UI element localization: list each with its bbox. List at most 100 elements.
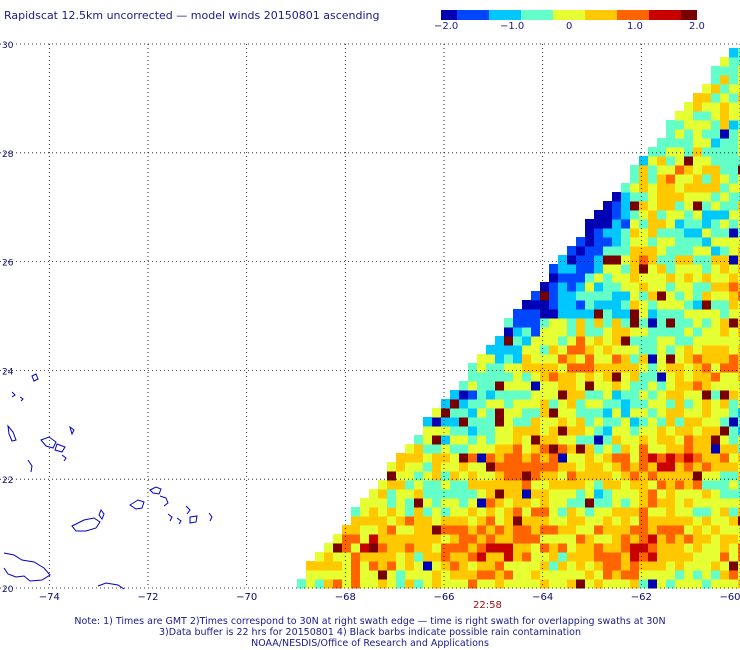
swath-pixel bbox=[567, 525, 577, 535]
swath-pixel bbox=[666, 201, 676, 211]
colorbar-tick-label: 0 bbox=[566, 21, 573, 32]
swath-pixel bbox=[666, 390, 676, 400]
swath-pixel bbox=[594, 534, 604, 544]
swath-pixel bbox=[387, 552, 397, 562]
swath-pixel bbox=[459, 543, 469, 553]
swath-pixel bbox=[711, 102, 721, 112]
swath-pixel bbox=[477, 516, 487, 526]
swath-pixel bbox=[441, 480, 451, 490]
swath-pixel bbox=[720, 156, 730, 166]
swath-pixel bbox=[675, 273, 685, 283]
swath-pixel bbox=[576, 579, 586, 589]
swath-pixel bbox=[531, 435, 541, 445]
swath-pixel bbox=[729, 480, 739, 490]
swath-pixel bbox=[729, 381, 739, 391]
swath-pixel bbox=[486, 426, 496, 436]
swath-pixel bbox=[558, 399, 568, 409]
swath-pixel bbox=[729, 489, 739, 499]
swath-pixel bbox=[513, 336, 523, 346]
swath-pixel bbox=[720, 363, 730, 373]
swath-pixel bbox=[693, 372, 703, 382]
swath-pixel bbox=[495, 561, 505, 571]
swath-pixel bbox=[738, 417, 740, 427]
swath-pixel bbox=[594, 453, 604, 463]
swath-pixel bbox=[621, 543, 631, 553]
swath-pixel bbox=[513, 390, 523, 400]
swath-pixel bbox=[549, 552, 559, 562]
swath-pixel bbox=[711, 444, 721, 454]
swath-pixel bbox=[720, 471, 730, 481]
swath-pixel bbox=[423, 498, 433, 508]
swath-pixel bbox=[720, 435, 730, 445]
swath-pixel bbox=[738, 192, 740, 202]
colorbar-cell bbox=[621, 10, 626, 20]
swath-pixel bbox=[513, 318, 523, 328]
swath-pixel bbox=[702, 435, 712, 445]
swath-pixel bbox=[522, 480, 532, 490]
swath-pixel bbox=[657, 390, 667, 400]
swath-pixel bbox=[441, 507, 451, 517]
swath-pixel bbox=[711, 507, 721, 517]
swath-pixel bbox=[576, 435, 586, 445]
swath-pixel bbox=[441, 534, 451, 544]
swath-pixel bbox=[738, 57, 740, 67]
swath-pixel bbox=[405, 507, 415, 517]
swath-pixel bbox=[720, 336, 730, 346]
swath-pixel bbox=[459, 570, 469, 580]
swath-pixel bbox=[630, 372, 640, 382]
swath-pixel bbox=[585, 462, 595, 472]
swath-pixel bbox=[720, 129, 730, 139]
swath-pixel bbox=[450, 435, 460, 445]
swath-pixel bbox=[432, 570, 442, 580]
swath-pixel bbox=[621, 435, 631, 445]
colorbar-scale bbox=[441, 10, 697, 20]
swath-pixel bbox=[531, 543, 541, 553]
swath-pixel bbox=[648, 471, 658, 481]
swath-pixel bbox=[540, 462, 550, 472]
swath-pixel bbox=[522, 579, 532, 589]
swath-pixel bbox=[549, 579, 559, 589]
swath-pixel bbox=[513, 372, 523, 382]
swath-pixel bbox=[594, 408, 604, 418]
swath-pixel bbox=[468, 579, 478, 589]
swath-pixel bbox=[711, 111, 721, 121]
swath-pixel bbox=[711, 426, 721, 436]
swath-pixel bbox=[612, 300, 622, 310]
swath-pixel bbox=[621, 228, 631, 238]
swath-pixel bbox=[576, 255, 586, 265]
swath-pixel bbox=[684, 219, 694, 229]
swath-pixel bbox=[513, 435, 523, 445]
swath-pixel bbox=[360, 543, 370, 553]
swath-pixel bbox=[729, 291, 739, 301]
swath-pixel bbox=[738, 120, 740, 130]
swath-pixel bbox=[459, 399, 469, 409]
swath-pixel bbox=[594, 390, 604, 400]
swath-pixel bbox=[576, 282, 586, 292]
swath-pixel bbox=[639, 354, 649, 364]
swath-pixel bbox=[612, 345, 622, 355]
swath-pixel bbox=[621, 390, 631, 400]
swath-pixel bbox=[540, 309, 550, 319]
swath-pixel bbox=[702, 354, 712, 364]
swath-pixel bbox=[729, 471, 739, 481]
swath-pixel bbox=[738, 183, 740, 193]
swath-pixel bbox=[648, 237, 658, 247]
swath-pixel bbox=[666, 516, 676, 526]
swath-pixel bbox=[315, 579, 325, 589]
colorbar-cell bbox=[581, 10, 586, 20]
swath-pixel bbox=[549, 489, 559, 499]
swath-pixel bbox=[549, 507, 559, 517]
swath-pixel bbox=[477, 543, 487, 553]
swath-pixel bbox=[333, 561, 343, 571]
swath-pixel bbox=[540, 444, 550, 454]
swath-pixel bbox=[729, 57, 739, 67]
swath-pixel bbox=[729, 453, 739, 463]
swath-pixel bbox=[324, 552, 334, 562]
swath-pixel bbox=[603, 561, 613, 571]
swath-pixel bbox=[612, 372, 622, 382]
swath-pixel bbox=[477, 453, 487, 463]
swath-pixel bbox=[540, 435, 550, 445]
swath-pixel bbox=[441, 552, 451, 562]
swath-pixel bbox=[504, 408, 514, 418]
coastline-inagua bbox=[129, 499, 145, 510]
